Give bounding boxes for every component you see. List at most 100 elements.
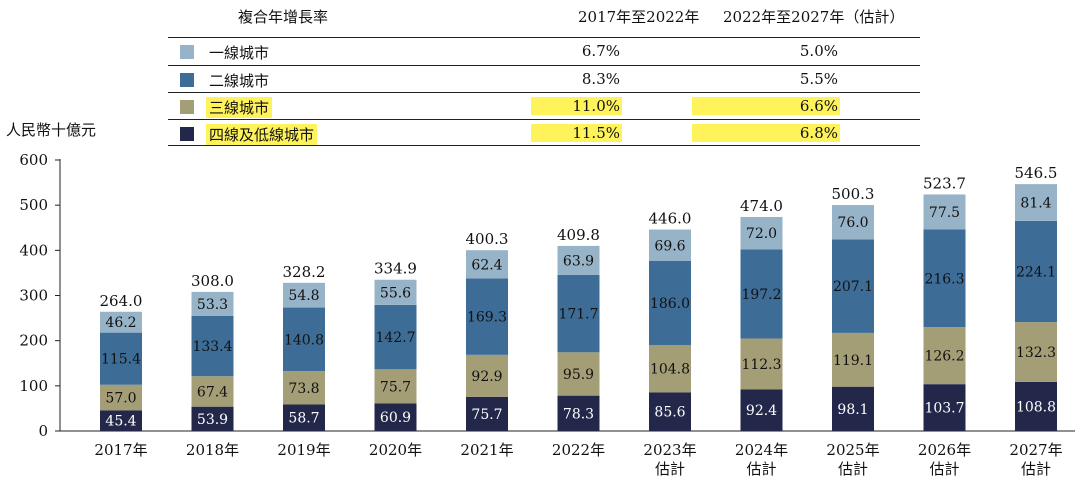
cagr-row-tier2: 二線城市 8.3% 5.5% <box>168 66 920 93</box>
row-v1-tier3: 11.0% <box>531 97 622 115</box>
bar-segment-value-label: 62.4 <box>471 257 502 273</box>
bar-segment-value-label: 54.8 <box>288 288 319 304</box>
bar-segment <box>832 205 874 240</box>
bar-total-label: 334.9 <box>374 260 417 278</box>
row-v2-tier2: 5.5% <box>799 70 838 88</box>
row-label-tier4: 四線及低線城市 <box>206 124 318 145</box>
bar-segment <box>466 250 508 279</box>
row-v2-tier4: 6.8% <box>692 124 840 142</box>
bar-segment <box>832 386 874 431</box>
bar-segment <box>923 194 966 230</box>
bar-segment <box>740 389 783 431</box>
table-rule <box>168 145 920 146</box>
bar-segment-value-label: 92.9 <box>471 369 502 385</box>
cagr-col2-header: 2022年至2027年（估計） <box>723 8 905 26</box>
swatch-tier1 <box>180 45 194 59</box>
bar-segment <box>466 278 508 355</box>
cagr-row-tier3: 三線城市 11.0% 6.6% <box>168 93 920 120</box>
x-tick-label: 估計 <box>929 460 959 478</box>
row-label-tier3: 三線城市 <box>206 97 273 118</box>
bar-segment <box>923 384 966 431</box>
bar-segment <box>923 327 966 385</box>
bar-segment-value-label: 60.9 <box>380 410 411 426</box>
bar-segment <box>649 229 691 261</box>
bar-segment <box>1015 381 1057 431</box>
row-v1-tier4: 11.5% <box>531 124 622 142</box>
cagr-table-title: 複合年增長率 <box>238 8 329 26</box>
bar-segment <box>740 216 783 250</box>
bar-segment <box>283 307 325 372</box>
y-axis-unit-label: 人民幣十億元 <box>6 121 97 139</box>
bar-segment-value-label: 104.8 <box>650 362 690 378</box>
cagr-row-tier1: 一線城市 6.7% 5.0% <box>168 38 920 65</box>
cagr-row-tier4: 四線及低線城市 11.5% 6.8% <box>168 120 920 147</box>
bar-segment-value-label: 53.9 <box>197 412 228 428</box>
bar-segment-value-label: 92.4 <box>746 403 777 419</box>
x-tick-label: 2020年 <box>369 441 422 459</box>
row-v2-tier1: 5.0% <box>799 42 838 60</box>
bar-segment-value-label: 63.9 <box>563 253 594 269</box>
bar-total-label: 523.7 <box>923 174 966 192</box>
bar-segment <box>557 395 600 431</box>
bar-segment <box>1015 220 1057 323</box>
bar-segment <box>191 376 234 407</box>
x-tick-label: 2023年 <box>643 441 696 459</box>
bar-total-label: 264.0 <box>100 292 143 310</box>
bar-segment <box>374 369 417 404</box>
table-rule <box>168 65 920 66</box>
x-tick-label: 2017年 <box>94 441 147 459</box>
bar-segment-value-label: 53.3 <box>197 297 228 313</box>
bar-segment-value-label: 207.1 <box>833 279 873 295</box>
bar-segment <box>283 371 325 405</box>
bar-segment-value-label: 77.5 <box>929 205 960 221</box>
bar-segment <box>283 282 325 308</box>
x-tick-label: 2027年 <box>1009 441 1062 459</box>
row-label-tier2: 二線城市 <box>209 72 270 90</box>
table-rule <box>168 119 920 120</box>
bar-segment-value-label: 115.4 <box>101 352 141 368</box>
bar-total-label: 546.5 <box>1015 164 1058 182</box>
bar-total-label: 400.3 <box>466 230 509 248</box>
swatch-tier4 <box>180 127 194 141</box>
bar-segment-value-label: 55.6 <box>380 285 411 301</box>
x-tick-label: 2025年 <box>826 441 879 459</box>
bar-segment <box>740 338 783 390</box>
bar-segment-value-label: 132.3 <box>1016 345 1056 361</box>
bar-segment <box>832 332 874 387</box>
bar-total-label: 500.3 <box>832 185 875 203</box>
x-tick-label: 估計 <box>838 460 868 478</box>
y-tick-label: 600 <box>19 151 48 169</box>
bar-segment <box>557 245 600 275</box>
row-v1-tier2: 8.3% <box>581 70 620 88</box>
bar-segment-value-label: 224.1 <box>1016 264 1056 280</box>
table-rule <box>168 37 920 38</box>
bar-segment-value-label: 140.8 <box>284 332 324 348</box>
bar-segment-value-label: 67.4 <box>197 384 228 400</box>
bar-segment <box>466 396 508 431</box>
y-tick-label: 0 <box>38 422 48 440</box>
bar-segment-value-label: 58.7 <box>288 411 319 427</box>
bar-total-label: 474.0 <box>740 197 783 215</box>
bar-segment <box>649 260 691 346</box>
bar-segment-value-label: 108.8 <box>1016 399 1056 415</box>
bar-segment <box>1015 322 1057 382</box>
x-tick-label: 估計 <box>746 460 776 478</box>
x-tick-label: 2021年 <box>460 441 513 459</box>
bar-segment-value-label: 75.7 <box>380 379 411 395</box>
bar-segment <box>100 384 142 411</box>
row-v2-tier3: 6.6% <box>692 97 840 115</box>
bar-segment-value-label: 112.3 <box>741 357 781 373</box>
x-tick-label: 估計 <box>655 460 685 478</box>
x-tick-label: 2018年 <box>186 441 239 459</box>
bar-segment <box>1015 184 1057 221</box>
bar-segment <box>466 354 508 397</box>
bar-segment-value-label: 197.2 <box>741 287 781 303</box>
bar-segment-value-label: 46.2 <box>105 315 136 331</box>
bar-segment <box>832 239 874 333</box>
y-tick-label: 500 <box>19 196 48 214</box>
bar-segment-value-label: 69.6 <box>654 238 685 254</box>
bar-segment <box>283 404 325 431</box>
cagr-col1-header: 2017年至2022年 <box>578 8 700 26</box>
bar-segment-value-label: 45.4 <box>105 414 136 430</box>
